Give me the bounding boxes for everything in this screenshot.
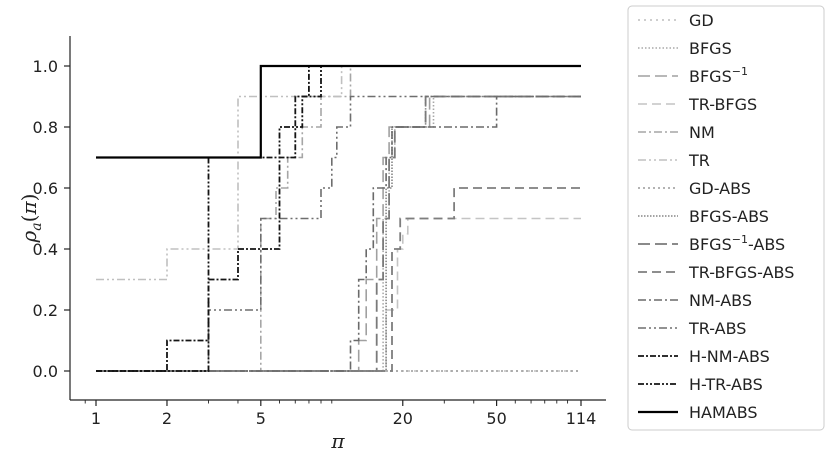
x-tick-label: 5 <box>256 409 266 428</box>
series-line <box>96 95 581 372</box>
legend-label: NM-ABS <box>689 291 752 310</box>
y-tick-label: 1.0 <box>33 57 58 76</box>
legend-box <box>627 5 825 431</box>
x-tick-label: 1 <box>91 409 101 428</box>
series-line <box>96 95 581 372</box>
legend-label: BFGS <box>689 39 732 58</box>
legend-label: GD <box>689 11 714 30</box>
series-line <box>96 95 581 372</box>
x-tick-label: 20 <box>393 409 413 428</box>
series-line <box>96 95 581 372</box>
y-tick-label: 0.8 <box>33 118 58 137</box>
y-tick-label: 0.6 <box>33 179 58 198</box>
series-line <box>96 65 581 372</box>
legend-label: BFGS−1-ABS <box>689 233 785 254</box>
plot-area <box>96 64 581 372</box>
legend-label: GD-ABS <box>689 179 751 198</box>
series-line <box>96 64 581 159</box>
x-tick-label: 2 <box>162 409 172 428</box>
x-tick-label: 50 <box>486 409 506 428</box>
series-line <box>96 187 581 372</box>
series-line <box>96 217 581 372</box>
y-tick-label: 0.4 <box>33 240 58 259</box>
legend-label: H-NM-ABS <box>689 347 770 366</box>
y-tick-label: 0.0 <box>33 362 58 381</box>
legend-label: TR-ABS <box>688 319 746 338</box>
series-line <box>96 65 581 281</box>
legend-label: BFGS-ABS <box>689 207 769 226</box>
legend: GD BFGS BFGS−1 TR-BFGS NM TR GD-ABS BFGS-ABS BFG… <box>627 5 825 431</box>
x-tick-label: 114 <box>566 409 597 428</box>
x-axis-title: π <box>330 429 345 453</box>
legend-label: TR-BFGS-ABS <box>688 263 794 282</box>
y-axis-title: ρa(π) <box>17 194 45 244</box>
y-tick-label: 0.2 <box>33 301 58 320</box>
legend-label: HAMABS <box>689 403 758 422</box>
legend-label: BFGS−1 <box>689 65 748 86</box>
legend-label: TR <box>688 151 710 170</box>
legend-label: H-TR-ABS <box>689 375 763 394</box>
series-line <box>96 95 581 372</box>
series-line <box>96 95 581 372</box>
legend-label: TR-BFGS <box>688 95 757 114</box>
legend-label: NM <box>689 123 715 142</box>
axes: 0.0 0.2 0.4 0.6 0.8 1.0 1 2 5 20 50 114 <box>33 36 606 428</box>
